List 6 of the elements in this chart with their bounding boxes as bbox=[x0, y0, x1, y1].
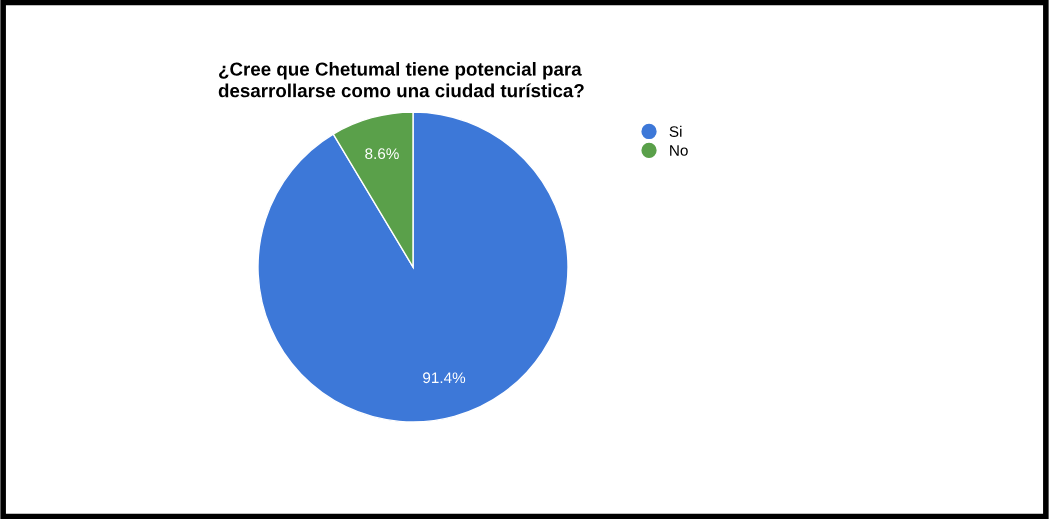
data-label: 8.6% bbox=[365, 148, 399, 160]
legend-label: Si bbox=[669, 125, 682, 137]
data-label: 91.4% bbox=[423, 372, 466, 384]
legend-label: No bbox=[670, 145, 688, 156]
chart-title: ¿Cree que Chetumal tiene potencial para desarrollarse como una ciudad turística? bbox=[218, 62, 584, 98]
pie-slice bbox=[257, 111, 569, 423]
